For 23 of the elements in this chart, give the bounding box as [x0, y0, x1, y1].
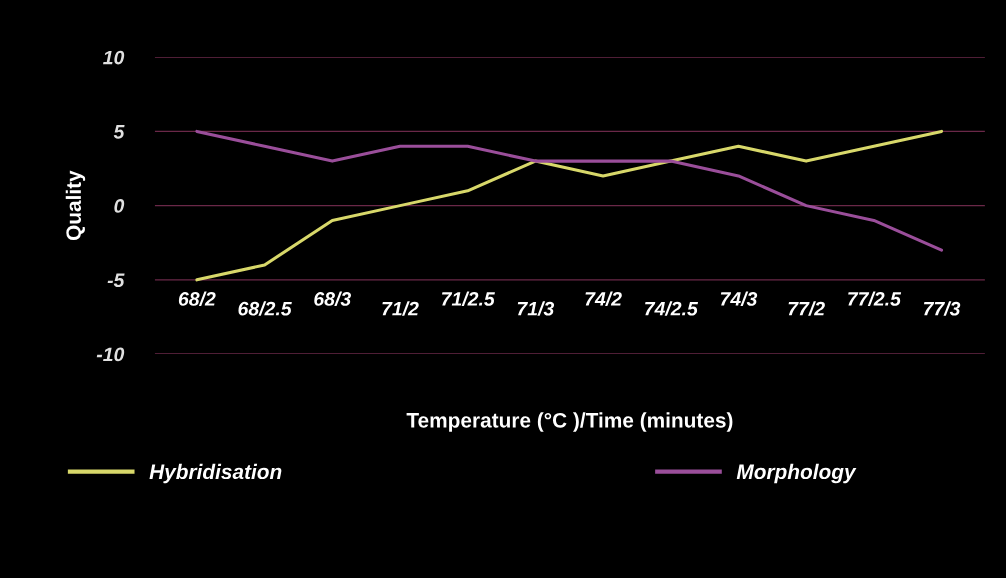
- x-tick-label: 71/2: [382, 301, 419, 316]
- x-tick-label: 74/2.5: [645, 301, 699, 316]
- x-tick-label: 71/3: [517, 301, 555, 316]
- y-tick-label: 10: [103, 50, 125, 65]
- line-series: [195, 129, 944, 282]
- x-tick-label: 71/2.5: [442, 291, 495, 307]
- x-tick-label: 74/3: [720, 291, 758, 307]
- x-tick-label: 74/2: [585, 291, 622, 307]
- y-tick-label: 0: [114, 199, 125, 213]
- legend-label: Hybridisation: [149, 463, 282, 484]
- x-tick-label: 77/2: [788, 301, 825, 316]
- x-tick-label: 77/3: [923, 301, 961, 316]
- y-tick-label: 5: [113, 125, 125, 139]
- x-axis-title: Temperature (°C )/Time (minutes): [406, 412, 733, 432]
- x-tick-label: 68/2.5: [238, 301, 292, 316]
- y-tick-label: -5: [107, 273, 125, 288]
- y-tick-label: -10: [96, 347, 125, 362]
- x-tick-label: 68/2: [178, 291, 216, 307]
- x-tick-label: 77/2.5: [848, 291, 902, 307]
- legend-label: Morphology: [736, 463, 857, 484]
- x-tick-label: 68/3: [314, 291, 351, 307]
- line-series: [195, 129, 944, 252]
- y-axis-title: Quality: [65, 170, 86, 241]
